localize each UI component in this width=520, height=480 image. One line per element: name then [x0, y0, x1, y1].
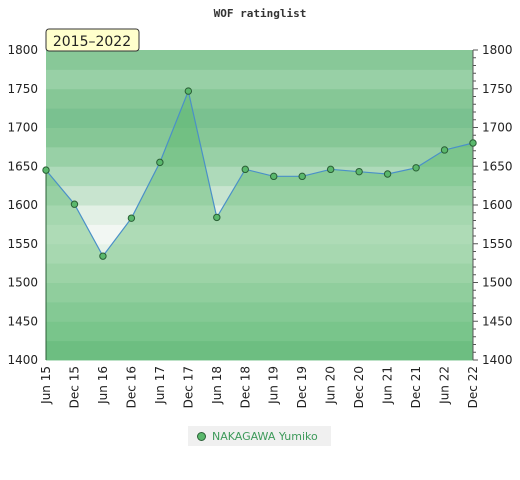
y-tick-label: 1800: [482, 43, 513, 57]
x-tick-label: Dec 18: [238, 366, 252, 408]
x-tick-label: Jun 18: [210, 366, 224, 405]
x-tick-label: Jun 22: [438, 366, 452, 405]
y-tick-label: 1450: [482, 314, 513, 328]
x-tick-label: Dec 22: [466, 366, 480, 408]
y-tick-label: 1500: [482, 276, 513, 290]
background-band: [46, 224, 473, 245]
x-tick-label: Dec 15: [67, 366, 81, 408]
data-point: [270, 172, 278, 181]
data-point: [469, 139, 477, 147]
y-tick-label: 1700: [482, 121, 513, 135]
x-tick-labels: Jun 15 Dec 15 Jun 16 Dec 16 Jun 17 Dec 17 Jun …: [39, 366, 480, 408]
data-points: [42, 87, 477, 260]
data-point: [184, 87, 193, 95]
y-tick-labels-left: 1400 1450 1500 1550 1600 1650 1700 1750 1800: [7, 43, 38, 367]
background-band: [46, 127, 473, 148]
x-tick-label: Jun 19: [267, 366, 281, 405]
x-tick-label: Dec 19: [295, 366, 309, 408]
legend: NAKAGAWA Yumiko: [188, 426, 331, 446]
background-band: [46, 243, 473, 264]
x-tick-label: Jun 16: [96, 366, 110, 405]
background-band: [46, 282, 473, 303]
chart-title: WOF ratinglist: [214, 7, 307, 20]
y-tick-label: 1750: [7, 82, 38, 96]
x-tick-label: Dec 17: [181, 366, 195, 408]
y-tick-label: 1550: [7, 237, 38, 251]
background-band: [46, 205, 473, 225]
period-label: 2015–2022: [53, 34, 131, 50]
background-band: [46, 166, 473, 187]
y-tick-label: 1650: [482, 159, 513, 173]
data-point: [127, 214, 136, 222]
x-tick-label: Dec 16: [124, 366, 138, 408]
x-tick-label: Jun 15: [39, 366, 53, 405]
y-tick-label: 1700: [7, 121, 38, 135]
y-tick-label: 1400: [482, 353, 513, 367]
y-tick-label: 1500: [7, 276, 38, 290]
data-point: [213, 213, 221, 222]
data-point: [70, 200, 79, 208]
background-band: [46, 340, 473, 361]
background-band: [46, 108, 473, 128]
background-band: [46, 321, 473, 342]
data-point: [298, 172, 306, 181]
data-point: [326, 165, 335, 174]
y-tick-label: 1550: [482, 237, 513, 251]
series-area: [46, 91, 473, 360]
background-band: [46, 185, 473, 206]
background-band: [46, 88, 473, 109]
x-tick-label: Dec 21: [409, 366, 423, 408]
data-point: [383, 170, 392, 178]
legend-marker-icon: [197, 431, 206, 441]
data-point: [42, 166, 50, 174]
y-tick-label: 1800: [7, 43, 38, 57]
background-band: [46, 69, 473, 90]
data-point: [99, 252, 107, 260]
y-tick-label: 1450: [7, 314, 38, 328]
x-tick-label: Jun 17: [153, 366, 167, 405]
data-point: [241, 165, 249, 174]
period-badge: 2015–2022: [45, 28, 140, 52]
data-point: [440, 146, 449, 154]
background-band: [46, 146, 473, 167]
data-point: [156, 158, 164, 167]
background-bands: [46, 50, 473, 361]
y-tick-label: 1400: [7, 353, 38, 367]
y-tick-label: 1750: [482, 82, 513, 96]
y-tick-labels-right: 1400 1450 1500 1550 1600 1650 1700 1750 1800: [482, 43, 513, 367]
x-tick-label: Dec 20: [352, 366, 366, 408]
legend-series-name: NAKAGAWA Yumiko: [212, 429, 318, 443]
y-axis-right: [472, 49, 478, 361]
background-band: [46, 263, 473, 283]
background-band: [46, 301, 473, 322]
background-band: [46, 50, 473, 70]
data-point: [412, 164, 420, 172]
y-tick-label: 1600: [7, 198, 38, 212]
x-tick-label: Jun 20: [324, 366, 338, 405]
x-tick-label: Jun 21: [381, 366, 395, 405]
y-tick-label: 1600: [482, 198, 513, 212]
y-tick-label: 1650: [7, 159, 38, 173]
series-line: [45, 89, 474, 258]
data-point: [355, 167, 363, 176]
